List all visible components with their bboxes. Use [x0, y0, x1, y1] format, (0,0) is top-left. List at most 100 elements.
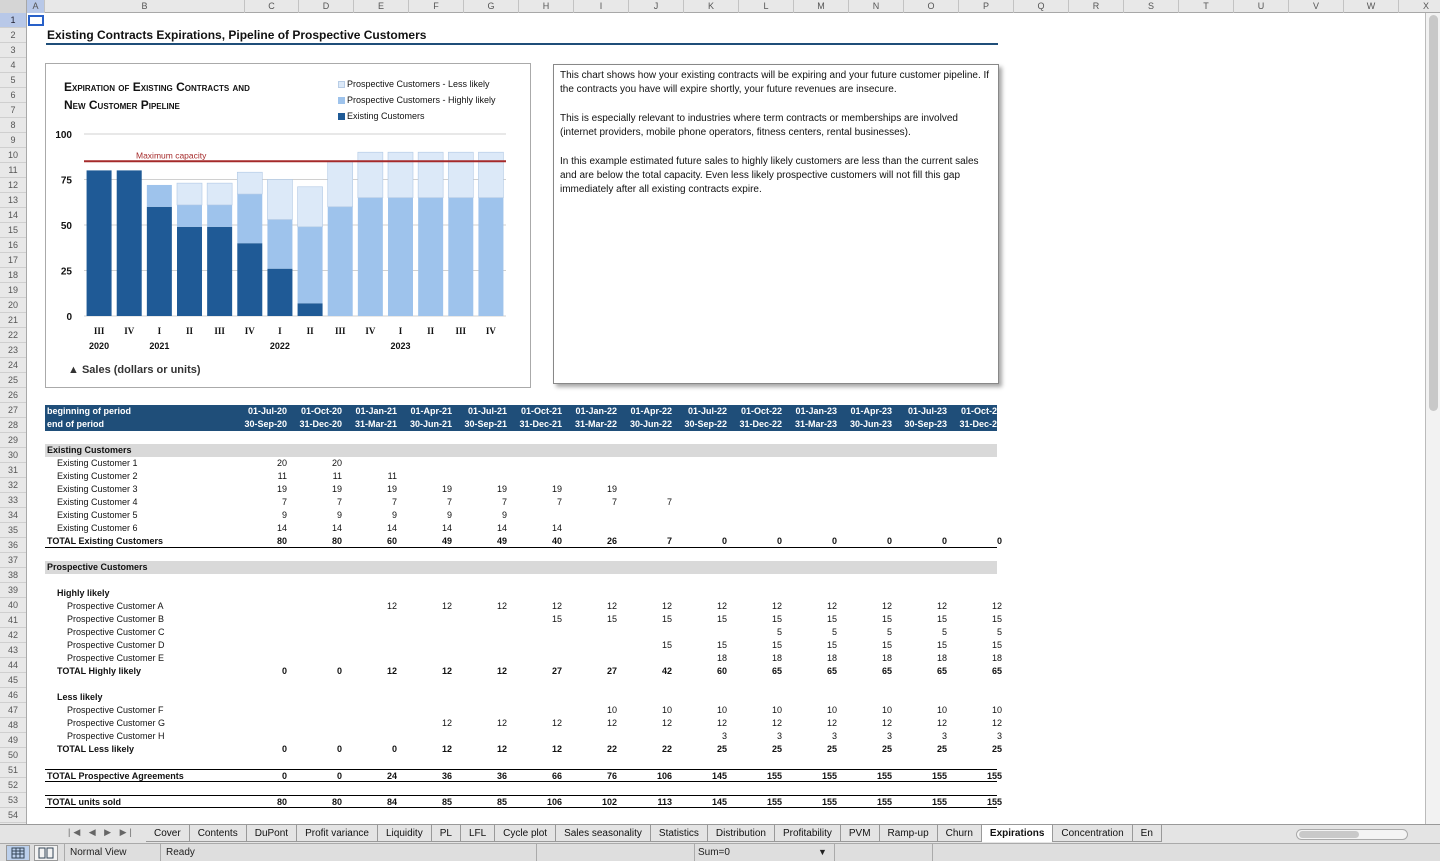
column-header-q[interactable]: Q	[1014, 0, 1069, 13]
table-cell[interactable]: 0	[336, 744, 342, 754]
table-cell[interactable]: 0	[941, 536, 947, 546]
table-cell[interactable]: 14	[441, 523, 452, 533]
table-cell[interactable]: 3	[941, 731, 947, 741]
table-cell[interactable]: 10	[661, 705, 672, 715]
row-header-43[interactable]: 43	[0, 643, 26, 658]
row-header-38[interactable]: 38	[0, 568, 26, 583]
table-cell[interactable]: 12	[441, 744, 452, 754]
table-cell[interactable]: 15	[881, 614, 892, 624]
row-label[interactable]: Prospective Customer H	[67, 731, 165, 741]
table-cell[interactable]: 31-Dec-20	[299, 419, 342, 429]
column-header-d[interactable]: D	[299, 0, 354, 13]
table-cell[interactable]: 0	[336, 771, 342, 781]
table-cell[interactable]: 30-Jun-21	[409, 419, 452, 429]
row-header-37[interactable]: 37	[0, 553, 26, 568]
row-label[interactable]: TOTAL Highly likely	[57, 666, 142, 676]
column-header-s[interactable]: S	[1124, 0, 1179, 13]
row-header-16[interactable]: 16	[0, 238, 26, 253]
table-cell[interactable]: 30-Sep-22	[684, 419, 727, 429]
table-cell[interactable]: 25	[716, 744, 727, 754]
table-cell[interactable]: 18	[826, 653, 837, 663]
table-cell[interactable]: 15	[551, 614, 562, 624]
table-cell[interactable]: 65	[826, 666, 837, 676]
table-cell[interactable]: 12	[496, 744, 507, 754]
tab-ramp-up[interactable]: Ramp-up	[879, 825, 938, 842]
table-cell[interactable]: 22	[606, 744, 617, 754]
table-cell[interactable]: 3	[886, 731, 892, 741]
table-cell[interactable]: 49	[496, 536, 507, 546]
table-cell[interactable]: 31-Dec-21	[519, 419, 562, 429]
row-header-21[interactable]: 21	[0, 313, 26, 328]
table-cell[interactable]: 65	[881, 666, 892, 676]
table-cell[interactable]: 10	[936, 705, 947, 715]
table-cell[interactable]: 84	[386, 797, 397, 807]
table-cell[interactable]: 5	[776, 627, 782, 637]
table-cell[interactable]: 12	[496, 601, 507, 611]
table-cell[interactable]: 102	[601, 797, 617, 807]
row-label[interactable]: beginning of period	[47, 406, 131, 416]
tab-profitability[interactable]: Profitability	[774, 825, 841, 842]
table-cell[interactable]: 31-Dec-22	[739, 419, 782, 429]
table-cell[interactable]: 01-Apr-22	[630, 406, 672, 416]
table-cell[interactable]: 15	[991, 640, 1002, 650]
table-cell[interactable]: 106	[546, 797, 562, 807]
column-header-x[interactable]: X	[1399, 0, 1440, 13]
column-header-p[interactable]: P	[959, 0, 1014, 13]
row-label[interactable]: TOTAL units sold	[47, 797, 121, 807]
table-cell[interactable]: 14	[386, 523, 397, 533]
table-cell[interactable]: 9	[391, 510, 397, 520]
tab-distribution[interactable]: Distribution	[707, 825, 775, 842]
table-cell[interactable]: 155	[876, 771, 892, 781]
table-cell[interactable]: 7	[501, 497, 507, 507]
row-label[interactable]: Prospective Customer G	[67, 718, 166, 728]
table-cell[interactable]: 12	[826, 718, 837, 728]
row-header-44[interactable]: 44	[0, 658, 26, 673]
table-cell[interactable]: 01-Oct-22	[740, 406, 782, 416]
row-header-49[interactable]: 49	[0, 733, 26, 748]
table-cell[interactable]: 10	[771, 705, 782, 715]
table-cell[interactable]: 25	[936, 744, 947, 754]
row-header-15[interactable]: 15	[0, 223, 26, 238]
vertical-scrollbar[interactable]	[1425, 13, 1440, 824]
table-cell[interactable]: 40	[551, 536, 562, 546]
table-cell[interactable]: 42	[661, 666, 672, 676]
active-cell-a1[interactable]	[28, 15, 44, 26]
column-header-u[interactable]: U	[1234, 0, 1289, 13]
table-cell[interactable]: 0	[281, 771, 287, 781]
table-cell[interactable]: 9	[501, 510, 507, 520]
tab-cycle-plot[interactable]: Cycle plot	[495, 825, 557, 842]
column-header-b[interactable]: B	[45, 0, 245, 13]
row-header-5[interactable]: 5	[0, 73, 26, 88]
table-cell[interactable]: 01-Oct-21	[520, 406, 562, 416]
table-cell[interactable]: 15	[771, 614, 782, 624]
column-header-w[interactable]: W	[1344, 0, 1399, 13]
row-label[interactable]: Prospective Customer B	[67, 614, 165, 624]
table-cell[interactable]: 155	[931, 771, 947, 781]
table-cell[interactable]: 25	[881, 744, 892, 754]
table-cell[interactable]: 27	[606, 666, 617, 676]
table-cell[interactable]: 7	[336, 497, 342, 507]
explanation-text-box[interactable]: This chart shows how your existing contr…	[553, 64, 999, 384]
table-cell[interactable]: 15	[881, 640, 892, 650]
row-header-6[interactable]: 6	[0, 88, 26, 103]
table-cell[interactable]: 15	[716, 640, 727, 650]
table-cell[interactable]: 155	[986, 771, 1002, 781]
table-cell[interactable]: 0	[281, 666, 287, 676]
table-cell[interactable]: 14	[496, 523, 507, 533]
table-cell[interactable]: 85	[496, 797, 507, 807]
row-header-4[interactable]: 4	[0, 58, 26, 73]
row-header-22[interactable]: 22	[0, 328, 26, 343]
column-header-m[interactable]: M	[794, 0, 849, 13]
table-cell[interactable]: 11	[277, 471, 287, 481]
table-cell[interactable]: 01-Jul-23	[907, 406, 947, 416]
row-header-31[interactable]: 31	[0, 463, 26, 478]
table-cell[interactable]: 31-Mar-21	[354, 419, 397, 429]
table-cell[interactable]: 9	[446, 510, 452, 520]
table-cell[interactable]: 49	[441, 536, 452, 546]
table-cell[interactable]: 15	[991, 614, 1002, 624]
row-header-8[interactable]: 8	[0, 118, 26, 133]
table-cell[interactable]: 19	[606, 484, 617, 494]
table-cell[interactable]: 31-Mar-22	[574, 419, 617, 429]
table-cell[interactable]: 19	[276, 484, 287, 494]
table-cell[interactable]: 01-Jul-22	[687, 406, 727, 416]
